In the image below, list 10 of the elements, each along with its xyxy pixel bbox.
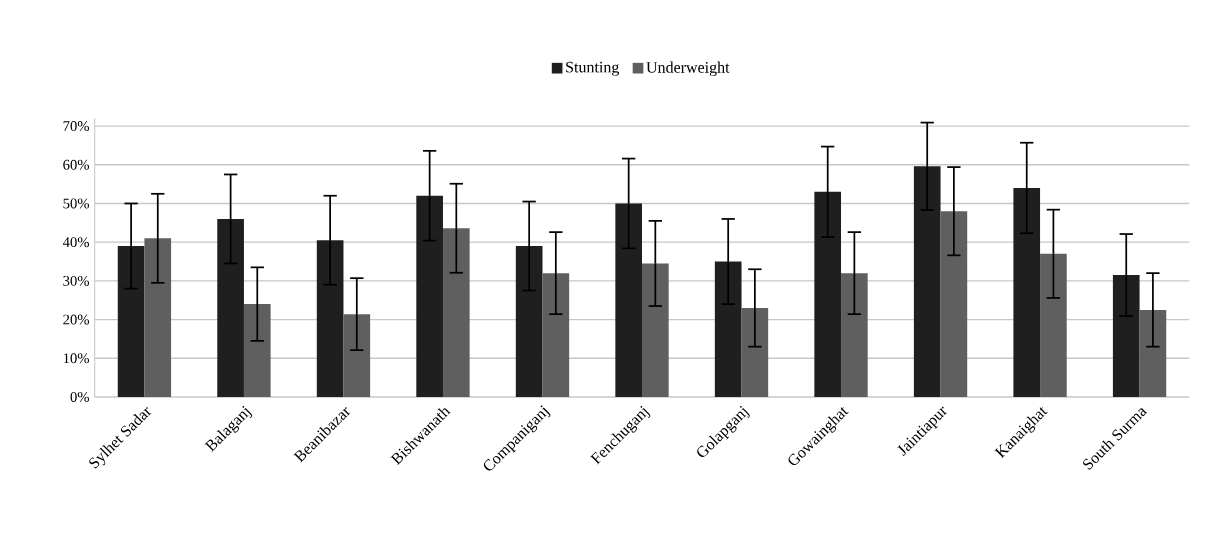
y-tick-label: 20% <box>63 314 90 325</box>
y-tick-label: 30% <box>63 275 90 286</box>
y-tick-label: 60% <box>63 159 90 170</box>
y-tick-label: 40% <box>62 237 90 248</box>
y-tick-label: 0% <box>70 392 90 402</box>
y-tick-label: 70% <box>63 121 90 132</box>
legend-label: Underweight <box>646 61 730 77</box>
y-tick-label: 10% <box>63 353 90 364</box>
legend-label: Stunting <box>566 61 620 76</box>
y-tick-label: 50% <box>63 198 90 209</box>
